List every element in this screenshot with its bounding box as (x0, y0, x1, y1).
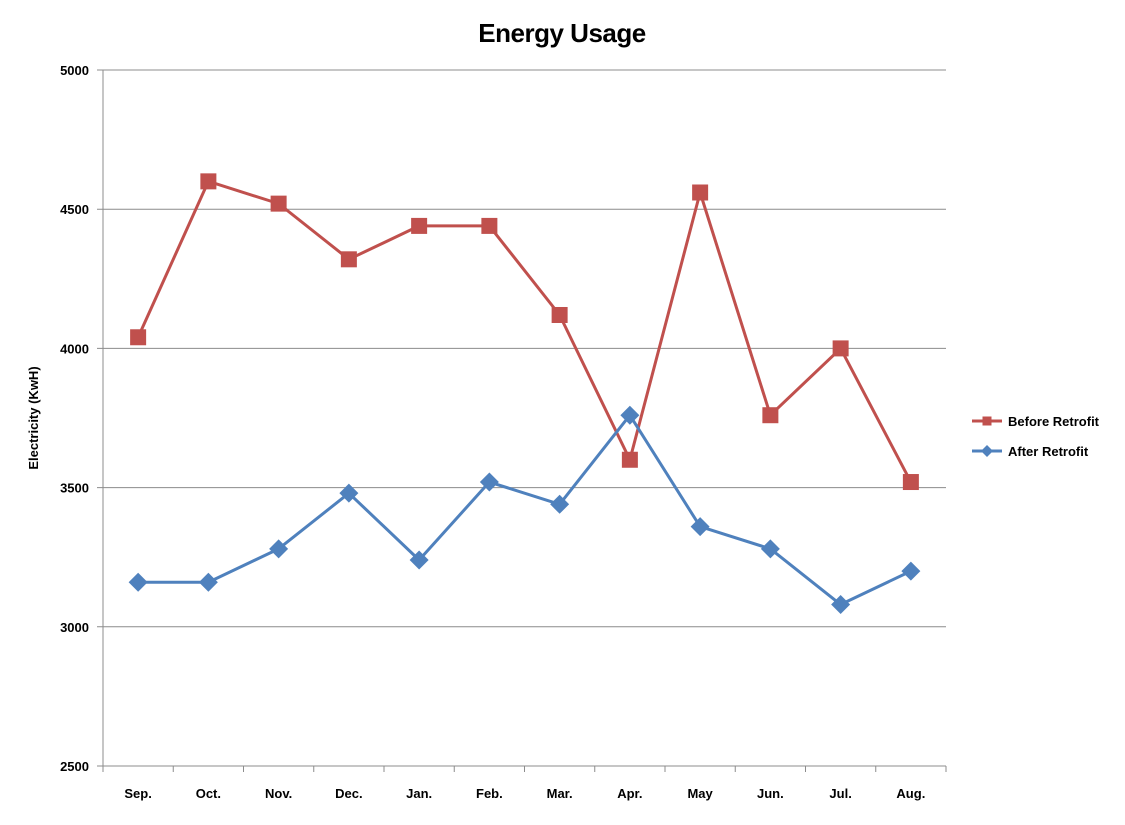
x-tick-label: Nov. (265, 786, 292, 801)
series-layer (128, 173, 921, 615)
y-tick-label: 3000 (60, 620, 89, 635)
x-tick-label: Sep. (124, 786, 151, 801)
y-axis-label: Electricity (KwH) (26, 366, 41, 469)
data-point (269, 539, 289, 559)
data-point (200, 173, 217, 190)
chart-title: Energy Usage (478, 18, 645, 48)
data-point (198, 572, 218, 592)
data-point (339, 483, 359, 503)
y-tick-label: 4500 (60, 202, 89, 217)
x-tick-label: Mar. (547, 786, 573, 801)
series-line (136, 179, 913, 483)
y-tick-labels: 2500 3000 3500 4000 4500 5000 (60, 63, 89, 774)
data-point (832, 340, 849, 357)
data-point (620, 405, 640, 425)
legend-label: After Retrofit (1008, 444, 1089, 459)
data-point (128, 572, 148, 592)
series-line (138, 413, 912, 607)
data-point (690, 517, 710, 537)
data-point (902, 474, 919, 491)
data-point (411, 217, 428, 234)
data-point (621, 451, 638, 468)
data-point (901, 561, 921, 581)
series-before-retrofit (130, 173, 919, 491)
data-point (551, 306, 568, 323)
gridlines (97, 69, 946, 767)
legend: Before Retrofit After Retrofit (972, 414, 1100, 459)
y-tick-label: 4000 (60, 341, 89, 356)
x-tick-label: Feb. (476, 786, 503, 801)
series-after-retrofit (128, 405, 921, 615)
legend-marker (981, 445, 993, 457)
x-tick-label: Oct. (196, 786, 221, 801)
data-point (481, 217, 498, 234)
data-point (831, 595, 851, 615)
x-tick-label: Jun. (757, 786, 784, 801)
x-tick-label: May (687, 786, 713, 801)
legend-marker (982, 416, 992, 426)
data-point (762, 407, 779, 424)
axes (102, 70, 947, 772)
x-tick-label: Jul. (829, 786, 851, 801)
data-point (479, 472, 499, 492)
x-tick-label: Apr. (617, 786, 642, 801)
x-tick-label: Aug. (896, 786, 925, 801)
x-tick-label: Dec. (335, 786, 362, 801)
data-point (692, 184, 709, 201)
x-tick-label: Jan. (406, 786, 432, 801)
data-point (340, 251, 357, 268)
data-point (760, 539, 780, 559)
legend-entry: Before Retrofit (972, 414, 1100, 429)
y-tick-label: 3500 (60, 481, 89, 496)
x-tick-labels: Sep. Oct. Nov. Dec. Jan. Feb. Mar. Apr. May Jun. J… (124, 786, 925, 801)
y-tick-label: 5000 (60, 63, 89, 78)
data-point (270, 195, 287, 212)
data-point (409, 550, 429, 570)
data-point (130, 329, 147, 346)
y-tick-label: 2500 (60, 759, 89, 774)
data-point (550, 494, 570, 514)
legend-label: Before Retrofit (1008, 414, 1100, 429)
legend-entry: After Retrofit (972, 444, 1089, 459)
